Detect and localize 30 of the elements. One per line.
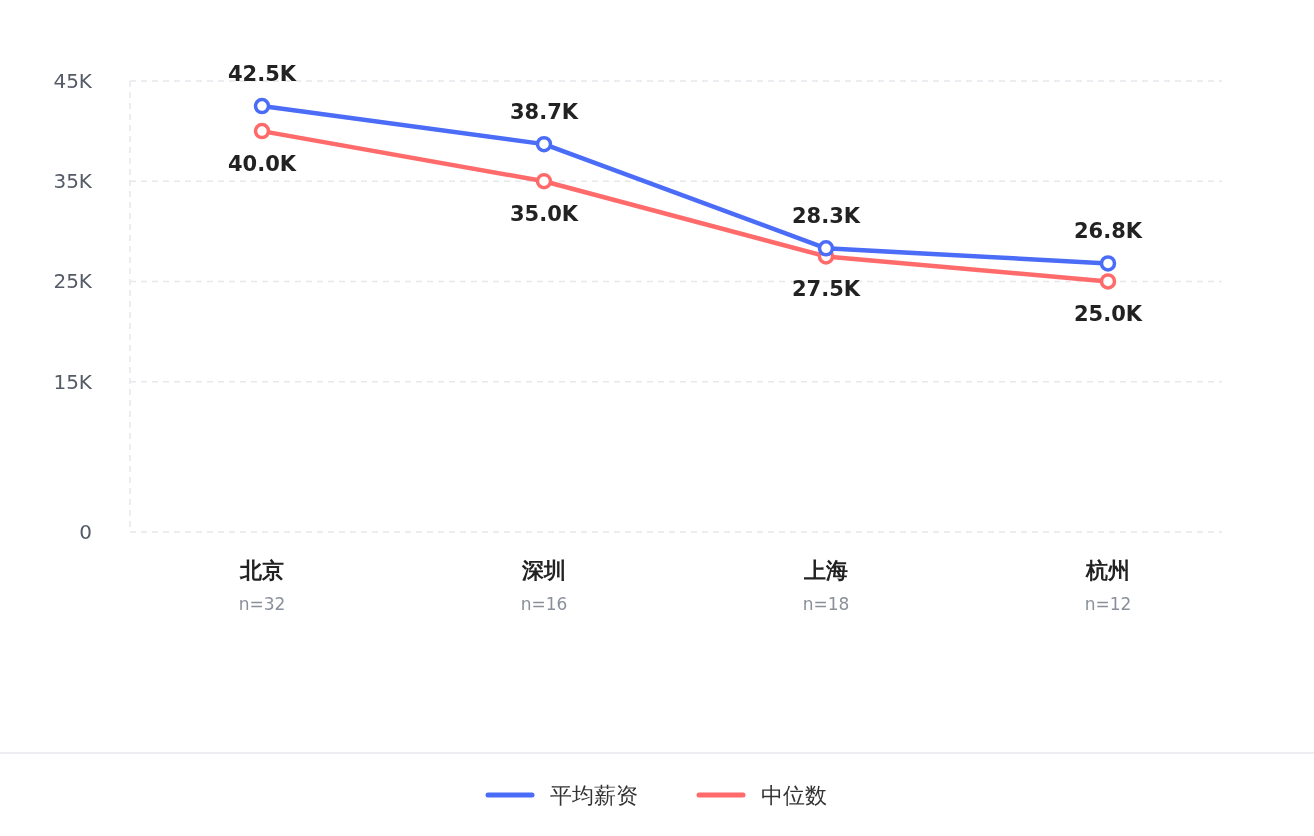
data-label: 27.5K xyxy=(791,277,861,302)
data-label: 28.3K xyxy=(791,204,861,229)
y-tick-label: 25K xyxy=(53,269,93,294)
y-tick-label: 0 xyxy=(79,520,92,544)
data-label: 38.7K xyxy=(509,100,579,125)
data-label: 40.0K xyxy=(227,152,297,177)
point xyxy=(253,122,271,140)
x-tick-label: 深圳 xyxy=(521,558,566,583)
data-label: 25.0K xyxy=(1073,302,1143,327)
y-tick-label: 45K xyxy=(53,69,93,93)
point xyxy=(1099,255,1117,272)
point xyxy=(253,97,271,115)
data-label: 42.5K xyxy=(227,62,297,87)
data-label: 35.0K xyxy=(509,202,579,227)
point xyxy=(535,135,553,153)
text: n=16 xyxy=(520,594,568,614)
y-tick-label: 15K xyxy=(53,369,93,394)
y-tick-label: 35K xyxy=(53,169,93,194)
x-tick-label: 上海 xyxy=(803,558,848,583)
x-tick-label: 北京 xyxy=(239,558,284,583)
legend-label: 中位数 xyxy=(761,783,827,808)
text: n=32 xyxy=(238,594,286,614)
point xyxy=(817,240,835,257)
x-tick-label: 杭州 xyxy=(1085,558,1130,583)
point xyxy=(1099,273,1117,290)
text: n=18 xyxy=(802,594,850,614)
data-label: 26.8K xyxy=(1073,219,1143,244)
legend-label: 平均薪资 xyxy=(550,783,638,808)
point xyxy=(535,172,553,190)
text: n=12 xyxy=(1084,594,1132,614)
